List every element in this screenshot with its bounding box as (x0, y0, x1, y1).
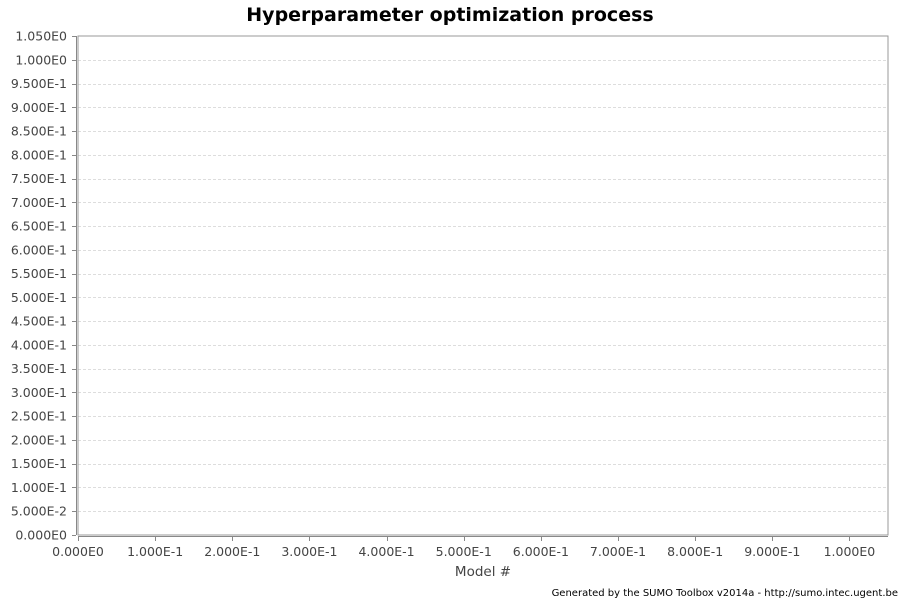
x-tick-label: 5.000E-1 (436, 544, 492, 559)
y-tick-label: 3.000E-1 (11, 385, 67, 400)
y-tick-label: 5.000E-1 (11, 290, 67, 305)
plot-border (77, 35, 889, 536)
chart-title: Hyperparameter optimization process (246, 4, 653, 26)
y-tick-label: 1.000E-1 (11, 480, 67, 495)
y-tick-label: 9.500E-1 (11, 76, 67, 91)
y-tick-label: 1.500E-1 (11, 456, 67, 471)
y-tick-label: 4.000E-1 (11, 337, 67, 352)
y-tick-label: 5.500E-1 (11, 266, 67, 281)
y-tick-label: 8.500E-1 (11, 124, 67, 139)
grid-lines (78, 60, 888, 512)
y-tick-label: 2.500E-1 (11, 409, 67, 424)
y-tick-label: 3.500E-1 (11, 361, 67, 376)
y-tick-label: 6.000E-1 (11, 242, 67, 257)
x-tick-label: 1.000E-1 (127, 544, 183, 559)
x-tick-label: 9.000E-1 (744, 544, 800, 559)
x-tick-label: 0.000E0 (52, 544, 104, 559)
plot-background (78, 36, 888, 535)
y-tick-label: 1.000E0 (15, 52, 67, 67)
x-tick-label: 8.000E-1 (667, 544, 723, 559)
plot-area (76, 35, 889, 537)
x-tick-label: 6.000E-1 (513, 544, 569, 559)
y-tick-label: 4.500E-1 (11, 314, 67, 329)
x-tick-label: 1.000E0 (824, 544, 876, 559)
x-axis-ticks: 0.000E0 1.000E-1 2.000E-1 3.000E-1 4.000E-1 5… (52, 537, 875, 559)
x-tick-label: 2.000E-1 (204, 544, 260, 559)
y-tick-label: 1.050E0 (15, 29, 67, 44)
x-tick-label: 3.000E-1 (281, 544, 337, 559)
y-tick-label: 7.500E-1 (11, 171, 67, 186)
y-tick-label: 8.000E-1 (11, 147, 67, 162)
x-tick-label: 7.000E-1 (590, 544, 646, 559)
y-axis-ticks: 0.000E0 5.000E-2 1.000E-1 1.500E-1 2.000E-1 2… (11, 29, 76, 543)
footer-credit: Generated by the SUMO Toolbox v2014a - h… (552, 588, 898, 599)
y-tick-label: 7.000E-1 (11, 195, 67, 210)
x-axis-label: Model # (455, 564, 511, 580)
y-tick-label: 2.000E-1 (11, 432, 67, 447)
y-tick-label: 6.500E-1 (11, 219, 67, 234)
y-tick-label: 5.000E-2 (11, 504, 67, 519)
y-tick-label: 0.000E0 (15, 528, 67, 543)
x-tick-label: 4.000E-1 (358, 544, 414, 559)
y-tick-label: 9.000E-1 (11, 100, 67, 115)
